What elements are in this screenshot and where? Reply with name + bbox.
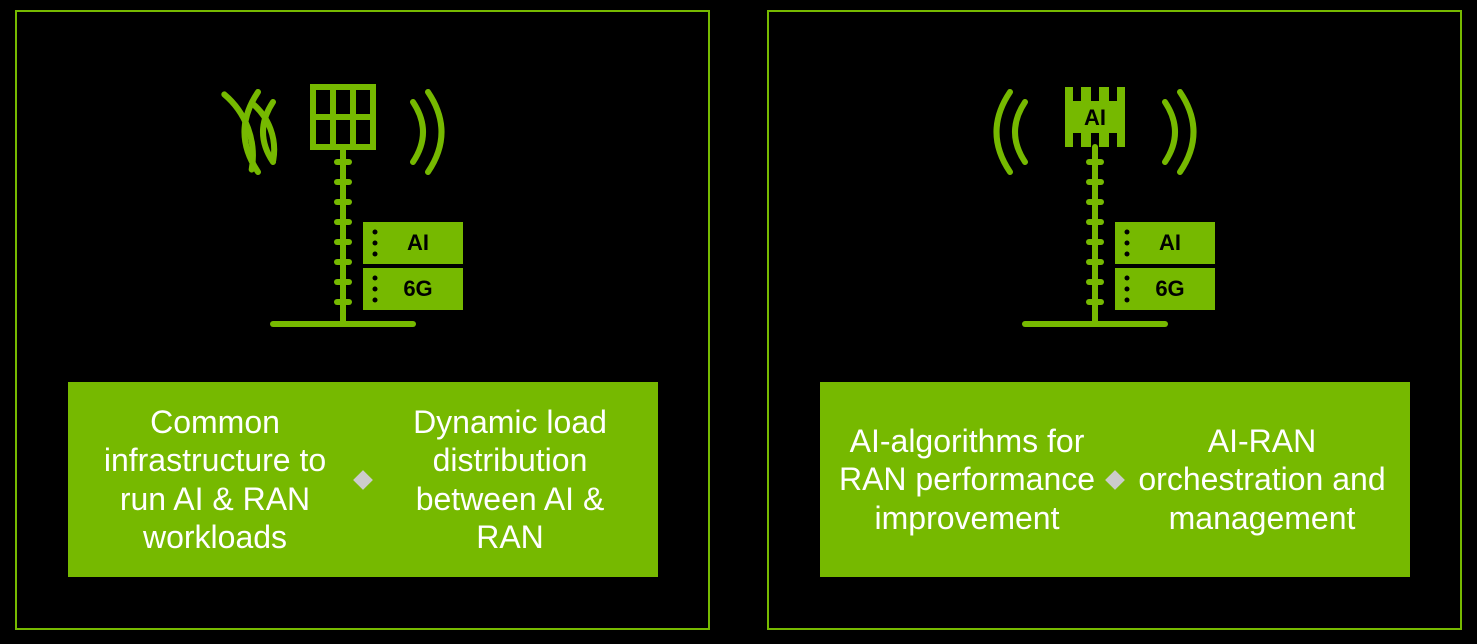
box-ai-ran-orchestration: AI-RAN orchestration and management bbox=[1115, 382, 1410, 577]
box-text: Common infrastructure to run AI & RAN wo… bbox=[86, 403, 345, 557]
box-text: AI-RAN orchestration and management bbox=[1133, 422, 1392, 537]
server-label-6g: 6G bbox=[403, 276, 432, 301]
box-ai-algorithms: AI-algorithms for RAN performance improv… bbox=[820, 382, 1115, 577]
server-label-ai: AI bbox=[1159, 230, 1181, 255]
panel-right: AI bbox=[767, 10, 1462, 630]
box-dynamic-load: Dynamic load distribution between AI & R… bbox=[363, 382, 658, 577]
box-row: AI-algorithms for RAN performance improv… bbox=[789, 382, 1440, 577]
box-text: Dynamic load distribution between AI & R… bbox=[381, 403, 640, 557]
tower-icon: AI bbox=[965, 72, 1265, 352]
server-label-ai: AI bbox=[407, 230, 429, 255]
tower-icon: AI 6G bbox=[213, 72, 513, 352]
tower-ai-label: AI bbox=[1084, 105, 1106, 130]
panel-left: AI 6G Common infrastructure to run AI & … bbox=[15, 10, 710, 630]
box-row: Common infrastructure to run AI & RAN wo… bbox=[37, 382, 688, 577]
server-label-6g: 6G bbox=[1155, 276, 1184, 301]
box-text: AI-algorithms for RAN performance improv… bbox=[838, 422, 1097, 537]
box-common-infra: Common infrastructure to run AI & RAN wo… bbox=[68, 382, 363, 577]
